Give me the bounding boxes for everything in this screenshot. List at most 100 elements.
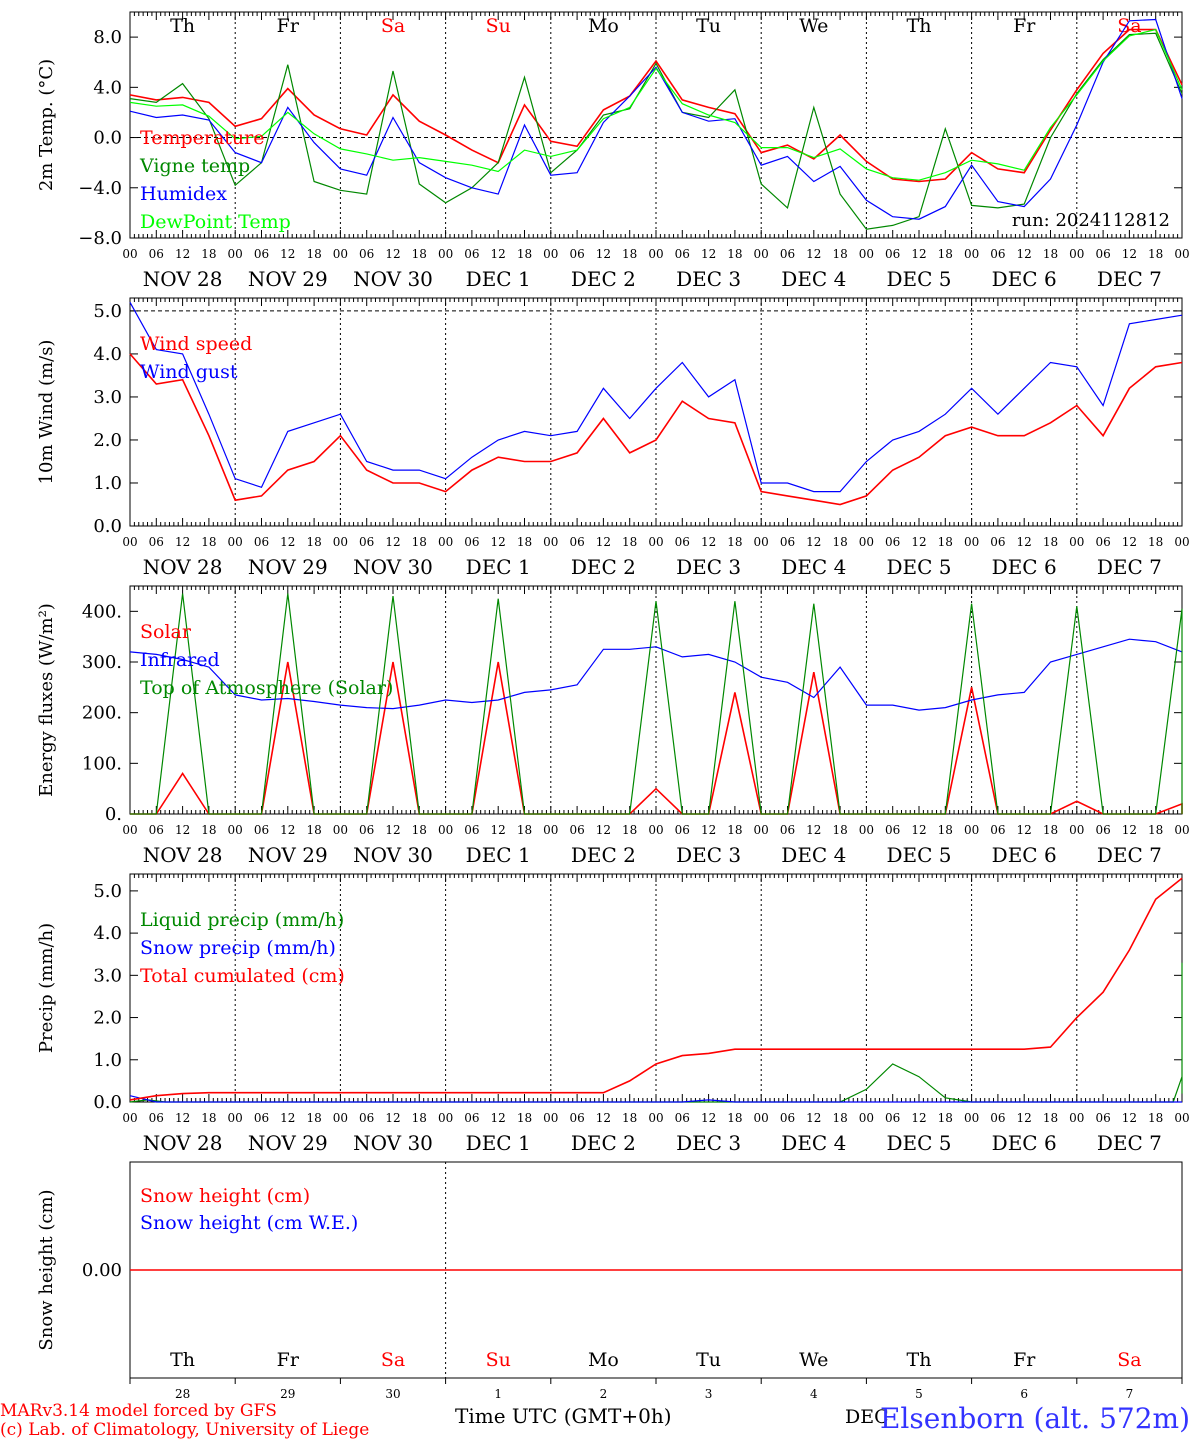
hour-tick-label: 00 xyxy=(543,535,558,549)
hour-tick-label: 00 xyxy=(1174,1111,1189,1125)
hour-tick-label: 00 xyxy=(1174,247,1189,261)
hour-tick-label: 00 xyxy=(543,247,558,261)
hour-tick-label: 00 xyxy=(438,1111,453,1125)
hour-tick-label: 18 xyxy=(938,535,953,549)
date-label: DEC 6 xyxy=(992,555,1057,579)
legend-entry: DewPoint Temp xyxy=(140,211,291,233)
hour-tick-label: 18 xyxy=(201,247,216,261)
hour-tick-label: 18 xyxy=(412,247,427,261)
hour-tick-label: 12 xyxy=(701,247,716,261)
legend-entry: Wind speed xyxy=(140,333,252,355)
hour-tick-label: 18 xyxy=(832,247,847,261)
hour-tick-label: 18 xyxy=(517,823,532,837)
hour-tick-label: 18 xyxy=(1148,247,1163,261)
footer: MARv3.14 model forced by GFS (c) Lab. of… xyxy=(0,1401,1190,1440)
date-label: NOV 29 xyxy=(248,555,328,579)
weekday-label: Sa xyxy=(381,1349,405,1371)
y-tick-label: 100. xyxy=(82,753,122,774)
hour-tick-label: 06 xyxy=(885,1111,900,1125)
legend-entry: Total cumulated (cm) xyxy=(140,965,345,987)
hour-tick-label: 00 xyxy=(648,247,663,261)
date-label: DEC 5 xyxy=(886,267,951,291)
hour-tick-label: 00 xyxy=(122,823,137,837)
date-label: DEC 6 xyxy=(992,1131,1057,1155)
hour-tick-label: 12 xyxy=(491,1111,506,1125)
date-label: NOV 29 xyxy=(248,267,328,291)
hour-tick-label: 06 xyxy=(675,535,690,549)
weekday-label: We xyxy=(799,15,828,37)
hour-tick-label: 06 xyxy=(149,823,164,837)
hour-tick-label: 00 xyxy=(964,1111,979,1125)
date-label: DEC 4 xyxy=(781,555,846,579)
hour-tick-label: 00 xyxy=(543,823,558,837)
hour-tick-label: 00 xyxy=(1069,535,1084,549)
hour-tick-label: 12 xyxy=(280,823,295,837)
hour-tick-label: 00 xyxy=(859,1111,874,1125)
hour-tick-label: 00 xyxy=(1069,823,1084,837)
hour-tick-label: 12 xyxy=(280,247,295,261)
date-label: DEC 3 xyxy=(676,555,741,579)
weekday-label: Th xyxy=(170,1349,195,1371)
hour-tick-label: 06 xyxy=(359,823,374,837)
y-tick-label: 0.0 xyxy=(93,1092,122,1113)
hour-tick-label: 00 xyxy=(438,535,453,549)
date-label: DEC 1 xyxy=(466,1131,531,1155)
hour-tick-label: 12 xyxy=(911,1111,926,1125)
legend-entry: Solar xyxy=(140,621,192,643)
hour-tick-label: 12 xyxy=(175,823,190,837)
hour-tick-label: 00 xyxy=(1174,823,1189,837)
date-label: DEC 4 xyxy=(781,267,846,291)
y-tick-label: 0. xyxy=(105,804,122,825)
hour-tick-label: 18 xyxy=(201,823,216,837)
hour-tick-label: 00 xyxy=(228,247,243,261)
legend-entry: Liquid precip (mm/h) xyxy=(140,909,344,931)
hour-tick-label: 12 xyxy=(1122,247,1137,261)
time-axis-label: Time UTC (GMT+0h) xyxy=(455,1404,672,1428)
y-axis-label: Energy fluxes (W/m²) xyxy=(36,603,57,797)
y-tick-label: 5.0 xyxy=(93,301,122,322)
legend-entry: Humidex xyxy=(140,183,227,205)
hour-tick-label: 06 xyxy=(569,535,584,549)
hour-tick-label: 18 xyxy=(1148,1111,1163,1125)
date-label: DEC 4 xyxy=(781,843,846,867)
hour-tick-label: 00 xyxy=(438,247,453,261)
date-label: NOV 30 xyxy=(353,267,433,291)
hour-tick-label: 06 xyxy=(885,823,900,837)
hour-tick-label: 12 xyxy=(596,1111,611,1125)
series-line-total-cumulated-cm- xyxy=(129,877,1183,1101)
hour-tick-label: 06 xyxy=(1095,535,1110,549)
month-label: DEC xyxy=(845,1406,889,1428)
hour-tick-label: 18 xyxy=(306,823,321,837)
hour-tick-label: 00 xyxy=(543,1111,558,1125)
legend-entry: Snow height (cm W.E.) xyxy=(140,1212,358,1234)
hour-tick-label: 12 xyxy=(701,535,716,549)
series-line-humidex xyxy=(129,18,1183,220)
hour-tick-label: 12 xyxy=(1122,1111,1137,1125)
hour-tick-label: 12 xyxy=(596,823,611,837)
hour-tick-label: 18 xyxy=(832,535,847,549)
plot-frame xyxy=(129,297,1183,527)
weekday-label: Su xyxy=(486,1349,511,1371)
hour-tick-label: 18 xyxy=(306,1111,321,1125)
day-number-label: 30 xyxy=(385,1387,400,1401)
y-axis-label: 2m Temp. (°C) xyxy=(36,59,57,191)
date-label: DEC 5 xyxy=(886,843,951,867)
hour-tick-label: 12 xyxy=(385,247,400,261)
date-label: DEC 6 xyxy=(992,843,1057,867)
series-line-vigne-temp xyxy=(129,32,1183,230)
hour-tick-label: 18 xyxy=(832,823,847,837)
legend-entry: Infrared xyxy=(140,649,220,671)
y-tick-label: 1.0 xyxy=(93,473,122,494)
hour-tick-label: 06 xyxy=(675,1111,690,1125)
y-tick-label: 5.0 xyxy=(93,881,122,902)
weekday-label: We xyxy=(799,1349,828,1371)
hour-tick-label: 06 xyxy=(1095,823,1110,837)
hour-tick-label: 06 xyxy=(254,247,269,261)
hour-tick-label: 18 xyxy=(412,535,427,549)
hour-tick-label: 18 xyxy=(938,247,953,261)
date-label: DEC 1 xyxy=(466,843,531,867)
y-tick-label: 200. xyxy=(82,703,122,724)
hour-tick-label: 00 xyxy=(648,535,663,549)
hour-tick-label: 00 xyxy=(122,535,137,549)
hour-tick-label: 18 xyxy=(1148,823,1163,837)
